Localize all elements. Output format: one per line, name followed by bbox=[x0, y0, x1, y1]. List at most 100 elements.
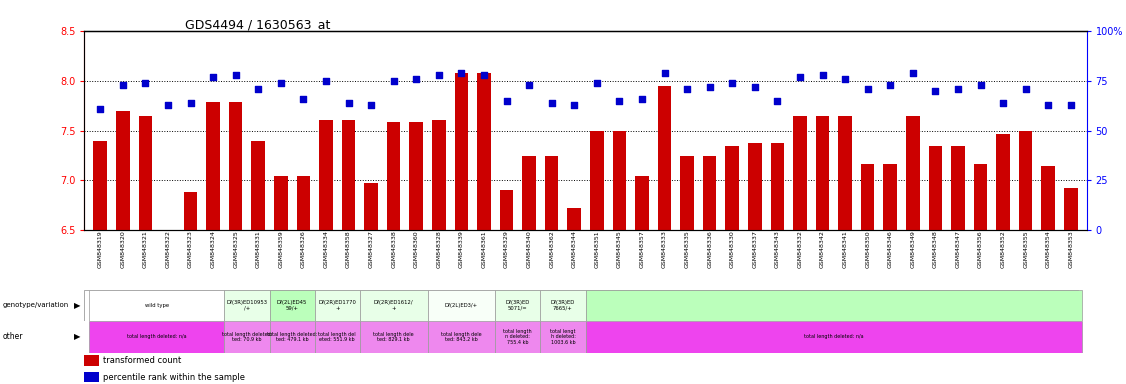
Bar bbox=[906, 116, 920, 230]
Bar bbox=[793, 116, 806, 230]
Text: Df(2L)ED45
59/+: Df(2L)ED45 59/+ bbox=[277, 300, 307, 311]
Text: total length dele
ted: 829.1 kb: total length dele ted: 829.1 kb bbox=[374, 331, 414, 343]
Text: Df(2R)ED1612/
+: Df(2R)ED1612/ + bbox=[374, 300, 413, 311]
Text: GSM848324: GSM848324 bbox=[211, 230, 215, 268]
Bar bbox=[680, 156, 694, 230]
Bar bbox=[770, 142, 784, 230]
Text: GSM848321: GSM848321 bbox=[143, 230, 148, 268]
Bar bbox=[540, 321, 586, 353]
Text: other: other bbox=[2, 333, 23, 341]
Bar bbox=[387, 122, 401, 230]
Point bbox=[363, 101, 381, 108]
Text: GSM848359: GSM848359 bbox=[278, 230, 284, 268]
Bar bbox=[884, 164, 897, 230]
Bar bbox=[432, 119, 446, 230]
Text: GSM848319: GSM848319 bbox=[98, 230, 102, 268]
Text: GSM848357: GSM848357 bbox=[640, 230, 644, 268]
Bar bbox=[206, 102, 220, 230]
Text: GSM848333: GSM848333 bbox=[662, 230, 667, 268]
Text: GSM848354: GSM848354 bbox=[1046, 230, 1051, 268]
Bar bbox=[84, 372, 99, 382]
Text: GSM848348: GSM848348 bbox=[932, 230, 938, 268]
Text: GSM848358: GSM848358 bbox=[346, 230, 351, 268]
Bar bbox=[929, 146, 942, 230]
Bar bbox=[410, 122, 423, 230]
Point bbox=[882, 81, 900, 88]
Point bbox=[1017, 86, 1035, 92]
Bar bbox=[658, 86, 671, 230]
Bar bbox=[568, 209, 581, 230]
Bar bbox=[269, 321, 314, 353]
Bar bbox=[522, 156, 536, 230]
Point bbox=[927, 88, 945, 94]
Point bbox=[813, 71, 831, 78]
Bar bbox=[500, 190, 513, 230]
Point bbox=[271, 79, 289, 86]
Point bbox=[453, 70, 471, 76]
Text: total length deleted: n/a: total length deleted: n/a bbox=[804, 334, 864, 339]
Point bbox=[700, 84, 718, 90]
Bar bbox=[224, 321, 269, 353]
Bar bbox=[1064, 189, 1078, 230]
Text: GDS4494 / 1630563_at: GDS4494 / 1630563_at bbox=[185, 18, 330, 31]
Point bbox=[837, 76, 855, 82]
Bar bbox=[635, 177, 649, 230]
Bar bbox=[269, 290, 314, 321]
Point bbox=[745, 84, 763, 90]
Bar bbox=[360, 321, 428, 353]
Bar bbox=[495, 290, 540, 321]
Bar bbox=[89, 290, 224, 321]
Text: GSM848360: GSM848360 bbox=[413, 230, 419, 268]
Text: GSM848341: GSM848341 bbox=[842, 230, 848, 268]
Text: GSM848335: GSM848335 bbox=[685, 230, 689, 268]
Bar bbox=[116, 111, 129, 230]
Point bbox=[136, 79, 154, 86]
Bar bbox=[428, 290, 495, 321]
Text: GSM848346: GSM848346 bbox=[887, 230, 893, 268]
Bar bbox=[93, 141, 107, 230]
Text: GSM848355: GSM848355 bbox=[1024, 230, 1028, 268]
Text: GSM848351: GSM848351 bbox=[595, 230, 599, 268]
Point bbox=[723, 79, 741, 86]
Point bbox=[475, 71, 493, 78]
Bar bbox=[974, 164, 988, 230]
Bar bbox=[296, 177, 310, 230]
Text: GSM848350: GSM848350 bbox=[865, 230, 870, 268]
Bar bbox=[89, 321, 224, 353]
Point bbox=[498, 98, 516, 104]
Point bbox=[520, 81, 538, 88]
Point bbox=[114, 81, 132, 88]
Text: GSM848339: GSM848339 bbox=[459, 230, 464, 268]
Bar bbox=[586, 290, 1082, 321]
Point bbox=[408, 76, 426, 82]
Text: Df(3R)ED
5071/=: Df(3R)ED 5071/= bbox=[506, 300, 530, 311]
Point bbox=[1062, 101, 1080, 108]
Text: GSM848362: GSM848362 bbox=[549, 230, 554, 268]
Point bbox=[972, 81, 990, 88]
Text: GSM848340: GSM848340 bbox=[527, 230, 531, 268]
Text: genotype/variation: genotype/variation bbox=[2, 302, 69, 308]
Text: total length deleted:
ted: 479.1 kb: total length deleted: ted: 479.1 kb bbox=[267, 331, 318, 343]
Point bbox=[678, 86, 696, 92]
Text: GSM848336: GSM848336 bbox=[707, 230, 712, 268]
Bar bbox=[495, 321, 540, 353]
Text: GSM848323: GSM848323 bbox=[188, 230, 193, 268]
Point bbox=[1039, 101, 1057, 108]
Text: GSM848326: GSM848326 bbox=[301, 230, 306, 268]
Text: wild type: wild type bbox=[144, 303, 169, 308]
Bar bbox=[545, 156, 558, 230]
Point bbox=[859, 86, 877, 92]
Point bbox=[226, 71, 244, 78]
Text: total length
n deleted:
755.4 kb: total length n deleted: 755.4 kb bbox=[503, 329, 533, 345]
Point bbox=[181, 99, 199, 106]
Text: GSM848320: GSM848320 bbox=[120, 230, 125, 268]
Bar bbox=[455, 73, 468, 230]
Text: total length del
eted: 551.9 kb: total length del eted: 551.9 kb bbox=[319, 331, 356, 343]
Point bbox=[340, 99, 358, 106]
Bar bbox=[839, 116, 852, 230]
Text: Df(2L)ED3/+: Df(2L)ED3/+ bbox=[445, 303, 477, 308]
Point bbox=[633, 96, 651, 102]
Bar bbox=[251, 141, 265, 230]
Point bbox=[430, 71, 448, 78]
Point bbox=[790, 74, 808, 80]
